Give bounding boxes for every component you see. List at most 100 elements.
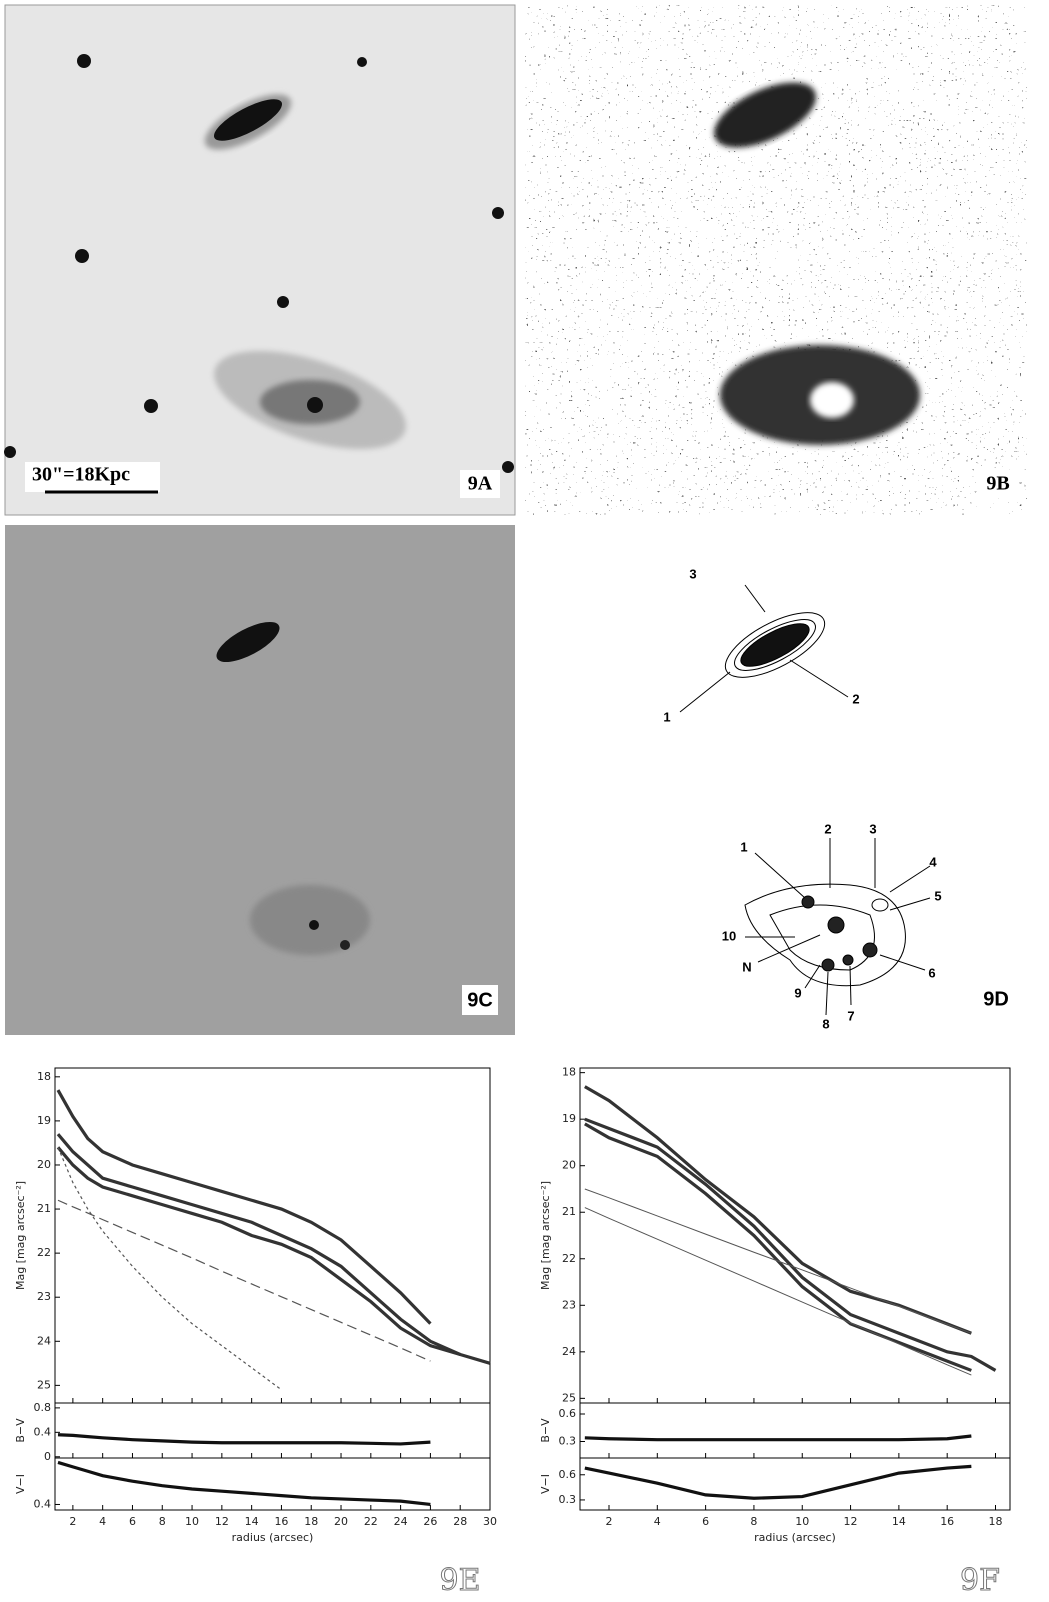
x-tick-label: 28	[453, 1515, 467, 1528]
y-tick-label: 20	[37, 1158, 51, 1171]
annotation: 3	[869, 821, 876, 836]
panel-label: 9F	[960, 1563, 1000, 1598]
annotation: 5	[934, 888, 941, 903]
annotation: 2	[852, 691, 859, 706]
x-tick-label: 6	[129, 1515, 136, 1528]
x-tick-label: 24	[394, 1515, 408, 1528]
annotation: 9	[794, 985, 801, 1000]
panel-label: 9C	[467, 989, 493, 1011]
x-tick-label: 16	[940, 1515, 954, 1528]
panel-label: 9E	[440, 1563, 481, 1598]
y-axis-label: V−I	[539, 1474, 552, 1494]
y-tick-label: 0.6	[559, 1407, 577, 1420]
y-tick-label: 19	[37, 1114, 51, 1127]
x-tick-label: 4	[99, 1515, 106, 1528]
profile-line	[57, 1460, 431, 1507]
y-tick-label: 0.3	[559, 1435, 577, 1448]
profile-line	[584, 1188, 972, 1334]
panel-label: 9B	[986, 473, 1009, 495]
y-tick-label: 25	[562, 1391, 576, 1404]
panel-label: 9D	[983, 988, 1009, 1010]
y-tick-label: 24	[562, 1345, 576, 1358]
x-tick-label: 18	[304, 1515, 318, 1528]
plot-frame	[579, 1457, 1011, 1511]
x-tick-label: 26	[423, 1515, 437, 1528]
annotation: 4	[929, 854, 937, 869]
x-tick-label: 12	[844, 1515, 858, 1528]
annotations-9d: 3 1 2 1 2 3 4 5 10 N 9 8 7 6	[663, 566, 941, 1031]
x-tick-label: 6	[702, 1515, 709, 1528]
panel-9a: 30"=18Kpc 9A	[4, 4, 516, 516]
profile-line	[584, 1464, 972, 1500]
annotation: 2	[824, 821, 831, 836]
profile-line	[584, 1207, 972, 1376]
y-tick-label: 0.3	[559, 1493, 577, 1506]
profile-line	[57, 1433, 431, 1446]
panel-label: 9A	[468, 473, 493, 495]
x-tick-label: 10	[185, 1515, 199, 1528]
y-tick-label: 18	[37, 1070, 51, 1083]
y-tick-label: 22	[37, 1246, 51, 1259]
y-tick-label: 20	[562, 1159, 576, 1172]
x-axis-label: radius (arcsec)	[232, 1531, 314, 1544]
plot-frame	[54, 1457, 491, 1511]
profile-line	[584, 1434, 972, 1442]
y-axis-label: B−V	[14, 1418, 27, 1443]
x-tick-label: 14	[245, 1515, 259, 1528]
y-axis-label: Mag [mag arcsec⁻²]	[14, 1181, 27, 1290]
y-tick-label: 23	[37, 1290, 51, 1303]
x-tick-label: 18	[989, 1515, 1003, 1528]
x-tick-label: 4	[654, 1515, 661, 1528]
annotation: 8	[822, 1016, 829, 1031]
x-axis-label: radius (arcsec)	[754, 1531, 836, 1544]
y-tick-label: 0.4	[34, 1497, 52, 1510]
y-tick-label: 0	[44, 1450, 51, 1463]
profile-line	[57, 1147, 282, 1391]
y-tick-label: 21	[562, 1205, 576, 1218]
annotation: 1	[663, 709, 670, 724]
profile-line	[56, 1133, 461, 1356]
panel-9c: 9C	[5, 525, 515, 1035]
panel-9b: 9B	[525, 5, 1027, 515]
profile-line	[584, 1117, 997, 1372]
profile-line	[584, 1085, 972, 1335]
x-tick-label: 14	[892, 1515, 906, 1528]
x-tick-label: 20	[334, 1515, 348, 1528]
plot-frame	[54, 1402, 491, 1459]
x-tick-label: 30	[483, 1515, 497, 1528]
y-tick-label: 23	[562, 1298, 576, 1311]
y-tick-label: 18	[562, 1066, 576, 1079]
x-tick-label: 10	[795, 1515, 809, 1528]
profile-line	[56, 1089, 432, 1325]
y-tick-label: 21	[37, 1202, 51, 1215]
annotation: 6	[928, 965, 935, 980]
plot-frame	[579, 1402, 1011, 1459]
y-tick-label: 22	[562, 1252, 576, 1265]
y-tick-label: 25	[37, 1378, 51, 1391]
y-axis-label: Mag [mag arcsec⁻²]	[539, 1181, 552, 1290]
scale-bar-label: 30"=18Kpc	[32, 464, 130, 486]
y-axis-label: B−V	[539, 1418, 552, 1443]
annotation: 1	[740, 839, 747, 854]
x-tick-label: 22	[364, 1515, 378, 1528]
y-tick-label: 19	[562, 1112, 576, 1125]
plot-frame	[54, 1067, 491, 1404]
x-tick-label: 8	[750, 1515, 757, 1528]
y-tick-label: 0.6	[559, 1468, 577, 1481]
profile-line	[584, 1122, 972, 1372]
profile-line	[57, 1199, 431, 1362]
y-axis-label: V−I	[14, 1474, 27, 1494]
annotation: 10	[722, 928, 736, 943]
x-tick-label: 12	[215, 1515, 229, 1528]
x-tick-label: 8	[159, 1515, 166, 1528]
annotation: 3	[689, 566, 696, 581]
profile-line	[56, 1146, 491, 1365]
x-tick-label: 2	[69, 1515, 76, 1528]
x-tick-label: 2	[605, 1515, 612, 1528]
y-tick-label: 0.8	[34, 1401, 52, 1414]
x-tick-label: 16	[274, 1515, 288, 1528]
annotation: 7	[847, 1008, 854, 1023]
annotation: N	[742, 959, 751, 974]
